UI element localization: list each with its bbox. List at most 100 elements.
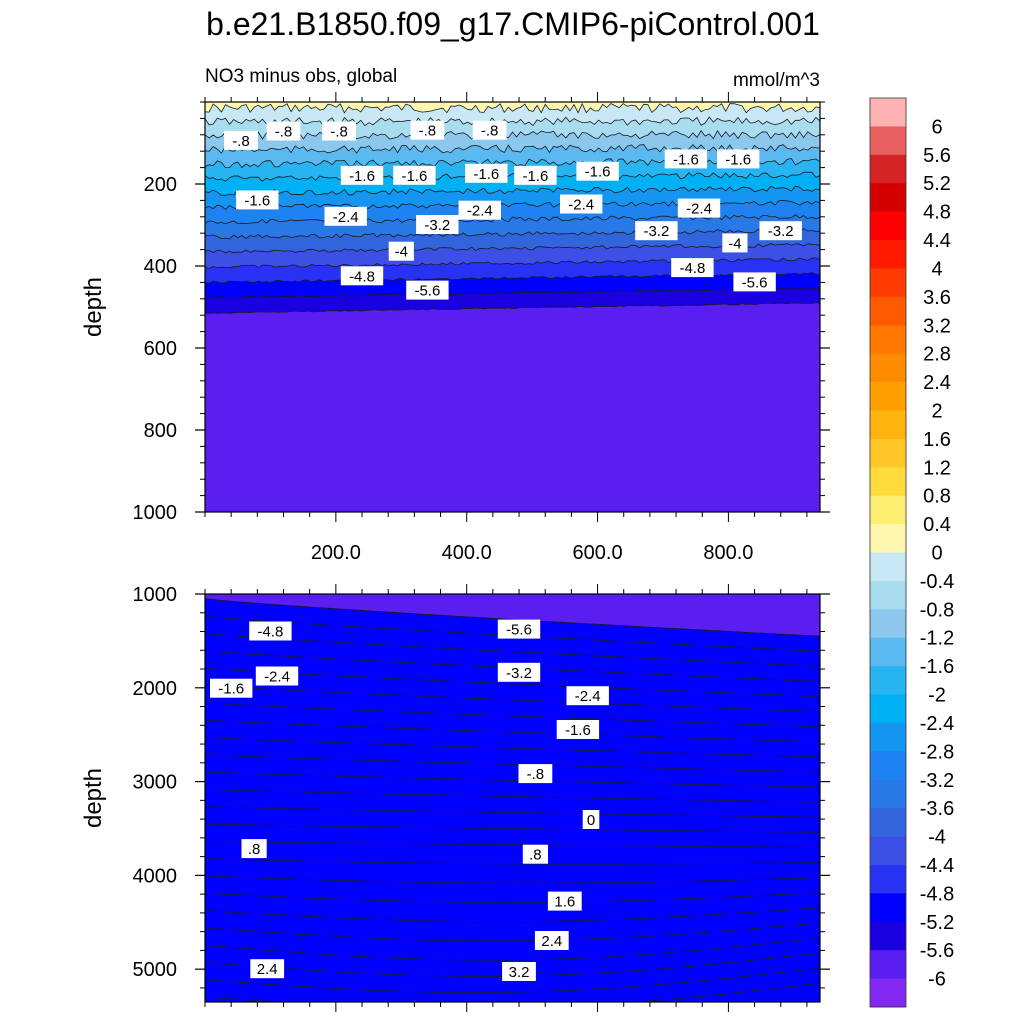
colorbar-swatch [870,183,906,213]
colorbar-swatch [870,353,906,383]
colorbar-swatch [870,211,906,241]
y-tick-label: 5000 [133,959,178,981]
colorbar-swatch [870,950,906,979]
contour-label: -2.4 [566,686,609,706]
colorbar-label: -4 [928,827,946,849]
svg-text:.8: .8 [248,841,261,858]
svg-text:3.2: 3.2 [509,964,530,981]
upper-axes: 200 400 600 800 1000 200.0 400.0 600.0 800.0 [133,92,830,564]
x-tick-label: 400.0 [442,542,492,564]
y-tick-label: 1000 [133,502,178,524]
subtitle-units: mmol/m^3 [733,70,820,91]
colorbar-label: 3.2 [923,315,951,337]
contour-label: -2.4 [560,194,603,214]
colorbar-label: 2 [931,401,942,423]
svg-text:-5.6: -5.6 [414,283,440,300]
svg-text:-2.4: -2.4 [575,688,601,705]
contour-label: 2.4 [250,959,285,979]
colorbar-swatch [870,893,906,923]
colorbar-label: 6 [931,116,942,138]
svg-text:-4.8: -4.8 [679,260,705,277]
svg-text:-1.6: -1.6 [673,151,699,168]
y-tick-label: 600 [144,338,177,360]
colorbar-swatch [870,751,906,781]
colorbar-label: 5.6 [923,145,951,167]
colorbar-swatch [870,666,906,695]
svg-text:-2.4: -2.4 [467,203,493,220]
colorbar-label: 3.6 [923,287,951,309]
contour-label: -4 [388,241,414,261]
contour-label: -4.8 [249,621,292,641]
colorbar-swatch [870,978,906,1008]
contour-label: -1.6 [514,165,557,185]
contour-label: -1.6 [465,163,508,183]
colorbar-label: 1.6 [923,429,951,451]
colorbar-label: -2.8 [920,741,954,763]
contour-label: -1.6 [717,149,760,169]
colorbar-swatch [870,240,906,269]
lower-depth-panel [205,594,820,1002]
contour-label: -1.6 [236,190,279,210]
colorbar-swatch [870,722,906,752]
colorbar-label: -1.2 [920,628,954,650]
colorbar-label: 5.2 [923,173,951,195]
colorbar-label: 4 [931,258,942,280]
contour-label: -1.6 [393,165,436,185]
colorbar-label: -4.8 [920,883,954,905]
contour-label: -.8 [518,764,553,784]
y-tick-label: 1000 [133,584,178,606]
colorbar-label: 0.8 [923,486,951,508]
contour-label: -1.6 [210,678,253,698]
y-tick-label: 400 [144,256,177,278]
svg-text:-4: -4 [395,244,408,261]
colorbar-swatch [870,609,906,639]
contour-label: -.8 [322,121,356,141]
colorbar-swatch [870,98,906,127]
colorbar-label: 4.8 [923,202,951,224]
lower-panel-frame [204,593,821,1003]
colorbar-swatch [870,296,906,326]
contour-label: -3.2 [635,221,678,241]
contour-label: -2.4 [255,666,299,686]
contour-label: -5.6 [733,272,776,292]
svg-text:-4.8: -4.8 [349,268,375,285]
contour-label: -.8 [224,130,258,150]
contour-label: -2.4 [458,200,501,220]
colorbar-label: -5.6 [920,940,954,962]
x-tick-label: 600.0 [573,542,623,564]
contour-label: -1.6 [576,161,619,181]
svg-text:-1.6: -1.6 [565,722,591,739]
contour-label: -4.8 [671,258,714,278]
svg-text:-.8: -.8 [419,123,437,140]
contour-label: -1.6 [340,165,384,185]
colorbar-label: -3.2 [920,770,954,792]
y-tick-label: 2000 [133,678,178,700]
colorbar-swatch [870,325,906,355]
colorbar-label: -5.2 [920,912,954,934]
svg-text:-1.6: -1.6 [349,168,375,185]
colorbar-label: 0 [931,543,942,565]
colorbar-label: -1.6 [920,656,954,678]
x-tick-label: 800.0 [703,542,753,564]
svg-text:-2.4: -2.4 [568,197,594,214]
colorbar-swatch [870,382,906,411]
y-tick-label: 4000 [133,865,178,887]
svg-text:1.6: 1.6 [554,894,575,911]
svg-text:-5.6: -5.6 [506,622,532,639]
contour-label: -2.4 [677,198,721,218]
colorbar-label: -2 [928,685,946,707]
svg-text:-1.6: -1.6 [585,164,611,181]
colorbar-label: 4.4 [923,230,951,252]
colorbar-label: 1.2 [923,457,951,479]
contour-label: 3.2 [502,962,536,981]
y-tick-label: 800 [144,420,177,442]
colorbar-swatch [870,864,906,894]
svg-text:-2.4: -2.4 [264,669,290,686]
svg-text:-1.6: -1.6 [522,168,548,185]
svg-text:-.8: -.8 [527,766,545,783]
contour-label: .8 [522,844,548,864]
svg-text:-.8: -.8 [330,124,348,141]
svg-text:-5.6: -5.6 [742,274,768,291]
colorbar-label: -3.6 [920,798,954,820]
